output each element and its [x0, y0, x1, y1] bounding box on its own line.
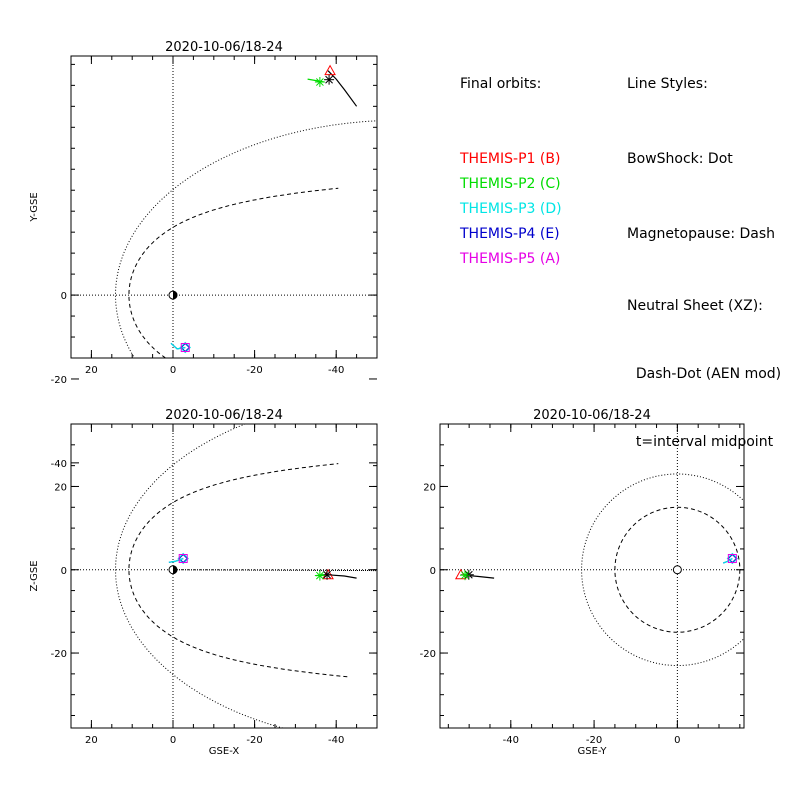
orbit-p1 [327, 574, 357, 579]
y-tick-label: -20 [420, 649, 436, 660]
x-tick-label: 20 [85, 735, 98, 746]
bow-shock-line [115, 120, 377, 358]
probe-p1-triangle-marker [324, 64, 336, 76]
x-tick-label: -20 [246, 735, 262, 746]
y-tick-label: -20 [51, 649, 67, 660]
probe-p3-diamond-marker [177, 552, 189, 565]
probe-p2-star-marker [459, 570, 470, 581]
earth-marker [672, 565, 682, 575]
x-tick-label: 0 [170, 365, 176, 376]
probe-p2-star-marker [314, 570, 325, 581]
probe-p3-diamond-marker [179, 341, 191, 354]
earth-night-side [173, 291, 177, 300]
x-tick-label: 0 [674, 735, 680, 746]
panel-title: 2020-10-06/18-24 [165, 408, 283, 423]
x-tick-label: -20 [246, 365, 262, 376]
probe-p5-square-marker [178, 554, 188, 564]
bow-shock-circle [581, 473, 744, 667]
panel-3-frame [439, 423, 745, 729]
y-axis-label: Y-GSE [29, 192, 40, 222]
probe-p1-midpoint-star [324, 74, 335, 85]
panel-1-frame [70, 55, 378, 359]
line-style-magnetopause: Magnetopause: Dash [627, 226, 776, 242]
panel-1: 20 0 -20 -40 0 -20 -40 2020-10-06/18-24 Y-GSE [29, 40, 378, 470]
x-tick-label: -40 [503, 735, 519, 746]
magnetopause-line [128, 463, 348, 678]
y-tick-label: 20 [423, 482, 436, 493]
x-axis-label: GSE-Y [578, 746, 608, 757]
panel-2-frame [70, 423, 378, 729]
panel-title: 2020-10-06/18-24 [533, 408, 651, 423]
y-tick-label: 0 [430, 566, 436, 577]
neutral-sheet-line [172, 569, 377, 572]
line-style-time: t=interval midpoint [627, 434, 774, 450]
line-style-bowshock: BowShock: Dot [627, 151, 733, 167]
orbits-legend-title: Final orbits: [460, 76, 542, 92]
x-tick-label: -40 [328, 365, 344, 376]
orbit-legend-entry-p1: THEMIS-P1 (B) [460, 151, 561, 167]
orbit-legend-entry-p5: THEMIS-P5 (A) [460, 251, 561, 267]
panel-1-plot-area [71, 56, 377, 358]
line-style-neutral-sheet: Neutral Sheet (XZ): [627, 298, 763, 314]
y-tick-label: -20 [51, 375, 67, 386]
orbit-p3 [722, 557, 733, 564]
y-axis-label: Z-GSE [29, 560, 40, 591]
x-tick-label: -20 [586, 735, 602, 746]
y-tick-label: -40 [51, 459, 67, 470]
x-tick-label: 0 [170, 735, 176, 746]
y-tick-label: 20 [54, 482, 67, 493]
x-axis-label: GSE-X [209, 746, 240, 757]
x-tick-label: -40 [328, 735, 344, 746]
orbit-p3 [170, 342, 186, 350]
panel-2: 20 0 -20 -40 20 0 -20 2020-10-06/18-24 GSE-X Z-GS… [29, 408, 378, 757]
probe-p3-diamond-marker [726, 552, 739, 565]
orbit-legend-entry-p3: THEMIS-P3 (D) [460, 201, 562, 217]
y-tick-label: 0 [61, 291, 67, 302]
panel-title: 2020-10-06/18-24 [165, 40, 283, 55]
panel-3: -40 -20 0 20 0 -20 2020-10-06/18-24 GSE-Y [420, 408, 745, 757]
orbit-p3 [168, 557, 184, 563]
orbit-legend-entry-p4: THEMIS-P4 (E) [460, 226, 560, 242]
probe-p5-square-marker [180, 343, 190, 353]
panel-2-plot-area [71, 424, 377, 728]
orbit-legend-entry-p2: THEMIS-P2 (C) [460, 176, 561, 192]
x-tick-label: 20 [85, 365, 98, 376]
earth-night-side [173, 565, 177, 574]
y-tick-label: 0 [61, 566, 67, 577]
line-styles-legend: Line Styles: BowShock: Dot Magnetopause:… [627, 22, 781, 476]
line-style-neutral-sheet-mod: Dash-Dot (AEN mod) [627, 366, 782, 382]
probe-p5-square-marker [727, 554, 737, 564]
bow-shock-line [115, 424, 285, 728]
probe-p2-star-marker [314, 77, 325, 88]
probe-p1-triangle-marker [454, 568, 467, 580]
orbits-legend: Final orbits: THEMIS-P1 (B) THEMIS-P2 (C)… [460, 22, 562, 267]
line-styles-title: Line Styles: [627, 76, 708, 92]
